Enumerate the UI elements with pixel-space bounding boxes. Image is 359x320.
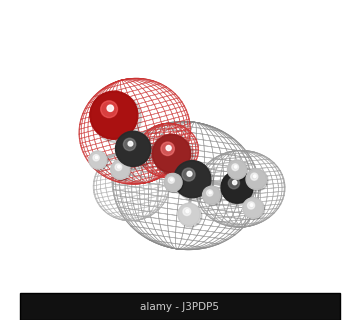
Circle shape — [209, 191, 211, 194]
Circle shape — [234, 165, 237, 168]
Circle shape — [174, 161, 211, 198]
Circle shape — [161, 142, 174, 156]
Circle shape — [117, 133, 153, 169]
Circle shape — [243, 198, 264, 218]
Circle shape — [251, 173, 258, 180]
Circle shape — [228, 178, 239, 189]
Circle shape — [128, 141, 133, 146]
Circle shape — [228, 160, 247, 179]
Text: alamy - J3PDP5: alamy - J3PDP5 — [140, 302, 219, 312]
Circle shape — [202, 186, 220, 204]
Circle shape — [118, 165, 120, 168]
Circle shape — [111, 160, 130, 179]
Circle shape — [123, 138, 136, 151]
Circle shape — [176, 163, 214, 200]
Circle shape — [246, 169, 266, 189]
Circle shape — [179, 204, 202, 227]
Circle shape — [92, 94, 141, 143]
Circle shape — [168, 177, 174, 183]
Circle shape — [247, 202, 255, 209]
Circle shape — [116, 131, 151, 166]
Circle shape — [101, 101, 117, 118]
Circle shape — [232, 164, 238, 171]
Circle shape — [89, 151, 107, 169]
Circle shape — [233, 180, 237, 185]
Circle shape — [182, 168, 195, 181]
Circle shape — [152, 134, 191, 173]
Circle shape — [187, 171, 192, 176]
Circle shape — [204, 187, 222, 205]
Circle shape — [93, 155, 99, 161]
Circle shape — [206, 190, 213, 196]
Circle shape — [112, 161, 131, 180]
Circle shape — [115, 164, 122, 171]
Circle shape — [223, 173, 255, 205]
Circle shape — [178, 203, 200, 226]
Circle shape — [250, 204, 253, 206]
FancyBboxPatch shape — [19, 293, 340, 320]
Circle shape — [221, 171, 253, 203]
Circle shape — [165, 174, 183, 193]
Circle shape — [95, 156, 98, 159]
Circle shape — [154, 136, 194, 175]
Circle shape — [90, 91, 138, 139]
Circle shape — [253, 175, 256, 178]
Circle shape — [228, 161, 248, 180]
Circle shape — [166, 146, 171, 151]
Circle shape — [247, 170, 268, 191]
Circle shape — [90, 152, 108, 170]
Circle shape — [107, 105, 113, 111]
Circle shape — [244, 199, 265, 220]
Circle shape — [171, 179, 173, 181]
Circle shape — [183, 208, 191, 216]
Circle shape — [164, 173, 182, 191]
Circle shape — [186, 210, 189, 213]
